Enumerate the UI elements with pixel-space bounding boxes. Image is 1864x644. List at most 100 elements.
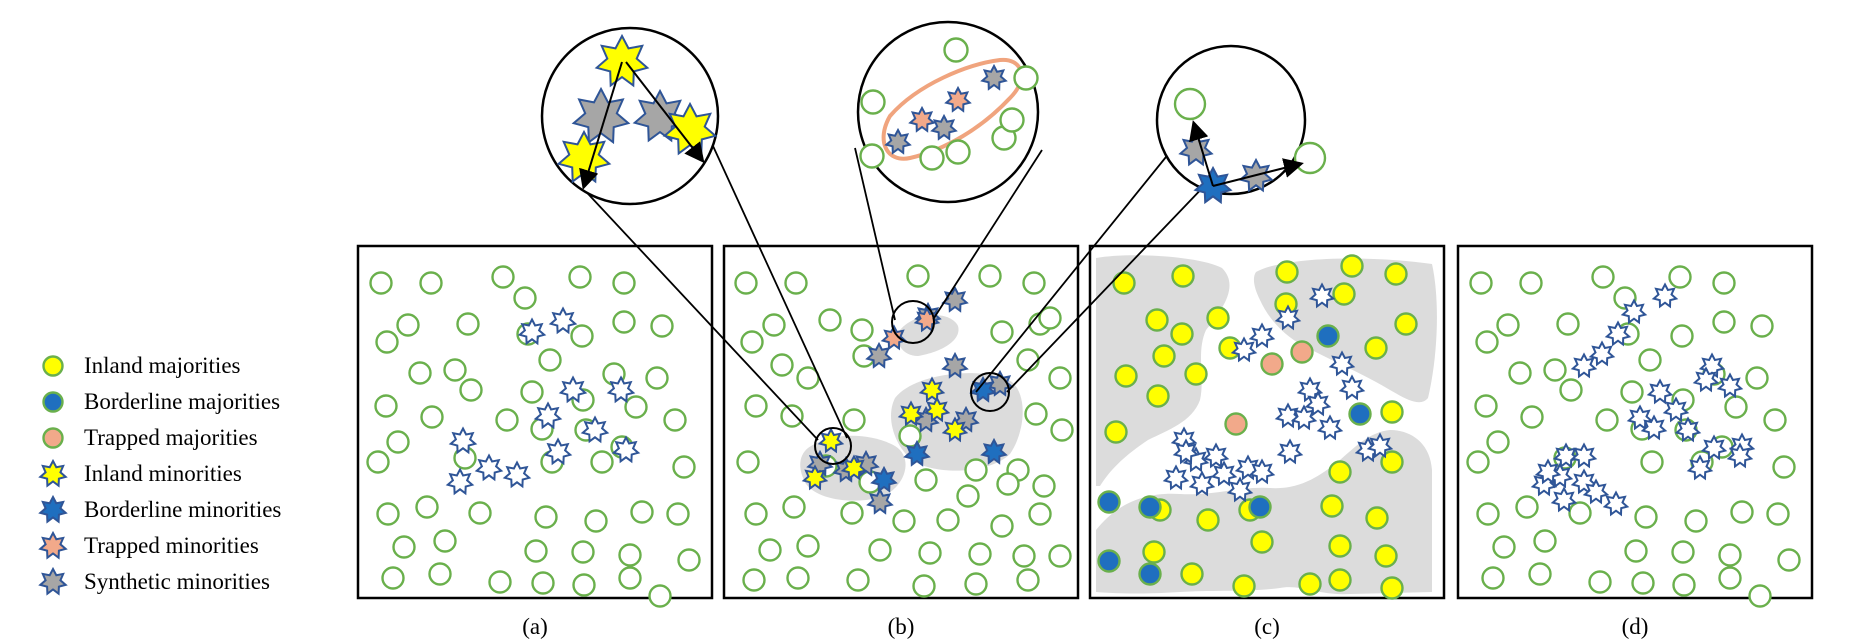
majority-point: [1748, 584, 1772, 608]
minority-point: [1210, 460, 1238, 487]
majority-point: [570, 324, 594, 348]
majority-point: [677, 548, 701, 572]
minority-point: [543, 437, 573, 466]
majority-point: [433, 529, 457, 553]
minority-point: [1640, 414, 1668, 441]
majority-point: [419, 271, 443, 295]
borderline-majority: [1316, 324, 1340, 348]
minority-point: [533, 401, 563, 430]
majority-point: [392, 535, 416, 559]
interpolation-arrow: [625, 61, 705, 164]
minority-point: [1686, 454, 1714, 481]
majority-point: [1032, 474, 1056, 498]
majority-point: [1718, 566, 1742, 590]
minority-point: [1620, 298, 1648, 325]
majority-point: [538, 348, 562, 372]
inland-majority: [1320, 494, 1344, 518]
borderline-majority: [1248, 495, 1272, 519]
inland-majority: [1380, 400, 1404, 424]
majority-point: [786, 566, 810, 590]
majority-point: [906, 264, 930, 288]
minority-point: [502, 460, 532, 489]
majority-point: [1624, 539, 1648, 563]
majority-point: [1772, 455, 1796, 479]
legend-item-borderline-majorities: Borderline majorities: [42, 389, 280, 414]
majority-point: [386, 430, 410, 454]
panel-c-region-top-left: [1096, 255, 1230, 486]
majority-point: [999, 107, 1025, 133]
minority-point: [548, 306, 578, 335]
inland-minority: [801, 464, 829, 491]
majority-point: [1745, 366, 1769, 390]
panel-b-frame: [722, 244, 1080, 600]
zoom-circle-frame: [1155, 44, 1307, 196]
majority-point: [1718, 543, 1742, 567]
minority-point: [1646, 378, 1674, 405]
majority-point: [1631, 571, 1655, 595]
legend-label: Trapped minorities: [84, 533, 259, 558]
trapped-outline: [881, 57, 1024, 161]
inland-majority: [1380, 450, 1404, 474]
majority-point: [1016, 348, 1040, 372]
panel-b-points: [734, 264, 1074, 598]
majority-point: [1515, 495, 1539, 519]
majority-point: [491, 265, 515, 289]
inland-majority: [1250, 530, 1274, 554]
majority-point: [374, 394, 398, 418]
trapped-minority: [880, 324, 908, 351]
minority-point: [1570, 352, 1598, 379]
majority-point: [796, 534, 820, 558]
majority-point: [868, 538, 892, 562]
minority-point: [1604, 320, 1632, 347]
inland-minority: [897, 400, 925, 427]
majority-point: [513, 286, 537, 310]
majority-point: [468, 501, 492, 525]
connector-line: [975, 151, 1171, 393]
majority-point: [782, 495, 806, 519]
majority-point: [1050, 418, 1074, 442]
majority-point: [1520, 405, 1544, 429]
inland_min-symbol: [38, 458, 68, 488]
minority-point: [1316, 414, 1344, 441]
minority-point: [1248, 322, 1276, 349]
minority-point: [517, 317, 547, 346]
minority-point: [1304, 390, 1332, 417]
majority-point: [736, 450, 760, 474]
legend-symbol: [38, 458, 68, 488]
minority-point: [1162, 464, 1190, 491]
majority-point: [531, 571, 555, 595]
inland-minority: [923, 396, 951, 423]
inland-majority: [1332, 282, 1356, 306]
inland-minority: [840, 454, 868, 481]
majority-point: [918, 541, 942, 565]
majority-point: [956, 484, 980, 508]
panel-b: (b): [722, 244, 1080, 639]
majority-point: [612, 271, 636, 295]
majority-point: [919, 145, 945, 171]
inland-majority: [1112, 271, 1136, 295]
majority-point: [1038, 306, 1062, 330]
minority-point: [448, 426, 478, 455]
inland_maj-symbol: [42, 355, 64, 377]
majority-point: [1022, 271, 1046, 295]
minority-point: [1582, 478, 1610, 505]
panel-c: (c): [1088, 244, 1446, 639]
majority-point: [1668, 265, 1692, 289]
majority-point: [428, 562, 452, 586]
legend-item-inland-majorities: Inland majorities: [42, 353, 241, 378]
legend-symbol: [42, 427, 64, 449]
minority-point: [1570, 468, 1598, 495]
trapped-majority: [1290, 340, 1314, 364]
minority-point: [1726, 442, 1754, 469]
trapped-majority: [1224, 412, 1248, 436]
zoom-marker-top: [891, 300, 935, 344]
trapped-minority: [908, 105, 936, 133]
majority-point: [1466, 450, 1490, 474]
panel-d-frame: [1456, 244, 1814, 600]
majority-point: [1559, 378, 1583, 402]
inland-majority: [1275, 260, 1299, 284]
minority-point: [1700, 434, 1728, 461]
majority-point: [964, 572, 988, 596]
legend-symbol: [38, 566, 68, 596]
